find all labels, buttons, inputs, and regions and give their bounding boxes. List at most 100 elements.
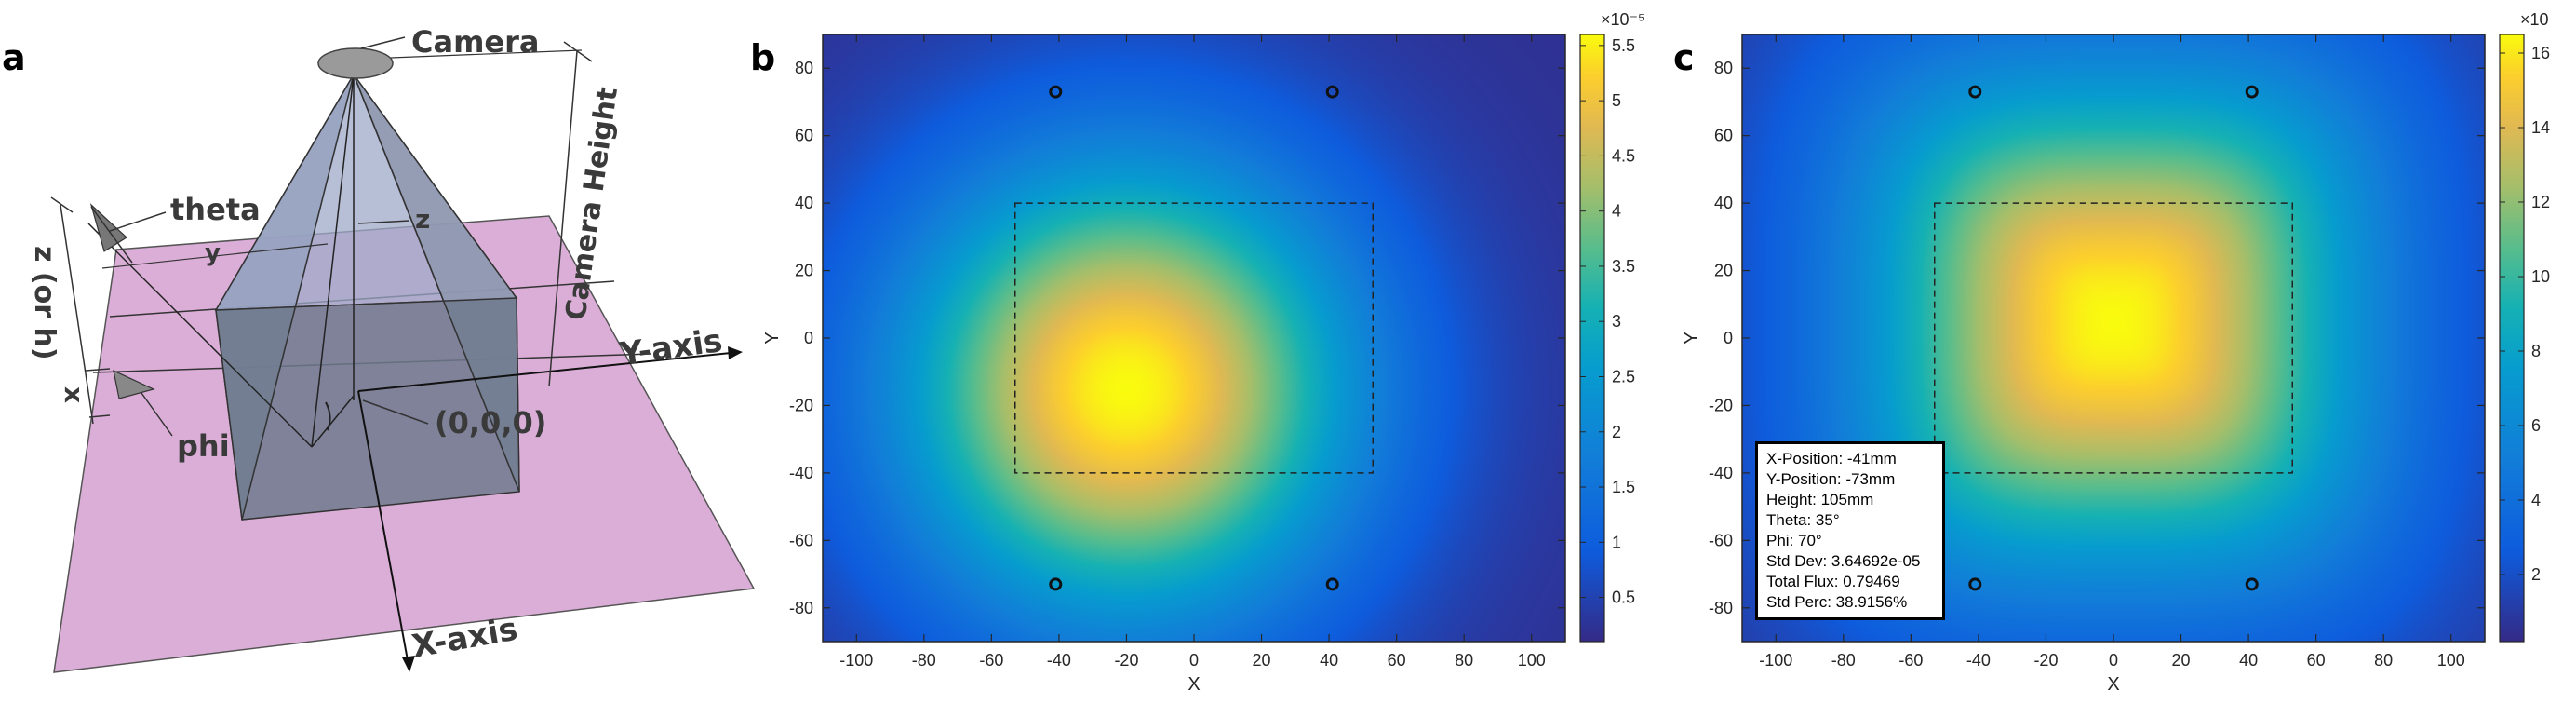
panel-label-b: b	[750, 37, 776, 78]
colorbar-tick-label: 12	[2531, 193, 2550, 211]
x-tick-label: 0	[2109, 651, 2118, 670]
info-std-dev: Std Dev: 3.64692e-05	[1766, 552, 1921, 570]
y-tick-label: -40	[789, 464, 813, 482]
y-tick-label: 40	[1714, 194, 1733, 212]
y-tick-label: -40	[1709, 464, 1733, 482]
x-tick-label: -60	[1898, 651, 1923, 670]
camera-ray	[311, 395, 355, 448]
pyramid-edge	[241, 74, 355, 521]
colorbar-exponent: ×10	[2520, 10, 2549, 29]
colorbar-tick-label: 4	[2531, 491, 2541, 509]
x-tick-label: 60	[1388, 651, 1406, 670]
x-tick-label: 60	[2307, 651, 2326, 670]
target-area-outline	[1014, 202, 1374, 474]
colorbar-tick-label: 2.5	[1612, 367, 1635, 386]
origin-leader	[362, 399, 429, 425]
led-marker	[1049, 577, 1063, 591]
x-measure-tick	[85, 368, 111, 372]
info-x-position: X-Position: -41mm	[1766, 450, 1897, 467]
panel-label-a: a	[2, 37, 26, 78]
colorbar-tick-label: 0.5	[1612, 589, 1635, 607]
y-tick-label: 60	[1714, 127, 1733, 145]
colorbar-tick-label: 4.5	[1612, 146, 1635, 165]
panel-label-c: c	[1673, 37, 1695, 78]
camera-leader	[360, 36, 406, 49]
y-tick-label: 0	[1724, 329, 1733, 347]
colorbar-b	[1580, 34, 1604, 642]
x-tick-label: 80	[1455, 651, 1473, 670]
colorbar-tick-label: 2	[2531, 565, 2541, 584]
x-axis-title: X	[1187, 674, 1200, 695]
camera-icon	[317, 47, 394, 79]
y-axis-title: Y	[762, 332, 783, 344]
x-tick-label: -40	[1966, 651, 1991, 670]
colorbar-tick-label: 3.5	[1612, 257, 1635, 276]
colorbar-exponent: ×10⁻⁵	[1601, 10, 1645, 29]
colorbar-tick-label: 5.5	[1612, 36, 1635, 55]
y-tick-label: 0	[804, 329, 813, 347]
led-marker	[2245, 577, 2259, 591]
x-tick-label: -80	[912, 651, 936, 670]
led-marker	[1968, 85, 1982, 99]
colorbar-tick-label: 1	[1612, 533, 1621, 551]
y-axis-arrow-icon	[728, 346, 743, 359]
geometry-diagram: Camera theta y z Camera Height z (or h) …	[28, 24, 756, 673]
y-tick-label: 20	[795, 262, 813, 280]
y-axis-title: Y	[1682, 332, 1702, 344]
camera-height-tick	[563, 41, 593, 62]
x-measure-tick	[88, 414, 111, 418]
x-tick-label: -100	[1759, 651, 1792, 670]
info-height: Height: 105mm	[1766, 491, 1874, 508]
y-tick-label: 80	[1714, 59, 1733, 77]
z-measure-tick	[50, 196, 74, 213]
x-tick-label: 20	[1253, 651, 1271, 670]
x-axis-line	[357, 390, 410, 671]
y-axis-line	[357, 351, 741, 392]
x-tick-label: -60	[979, 651, 1003, 670]
colorbar-frame-b	[1579, 34, 1605, 643]
z-or-h-label: z (or h)	[28, 246, 60, 360]
led-marker	[1049, 85, 1063, 99]
colorbar-tick-label: 2	[1612, 423, 1621, 441]
x-tick-label: -80	[1831, 651, 1856, 670]
led-marker	[1325, 577, 1339, 591]
colorbar-c	[2500, 34, 2524, 642]
camera-height-ref	[390, 49, 583, 59]
y-tick-label: 80	[795, 59, 813, 77]
x-axis-arrow-icon	[402, 656, 415, 672]
led-marker	[2245, 85, 2259, 99]
info-theta: Theta: 35°	[1766, 511, 1840, 529]
phi-label: phi	[177, 428, 230, 464]
theta-angle-icon	[89, 203, 127, 252]
origin-label: (0,0,0)	[435, 405, 546, 440]
x-tick-label: 100	[2437, 651, 2465, 670]
pyramid-edge	[353, 74, 520, 493]
camera-label: Camera	[411, 24, 540, 60]
info-total-flux: Total Flux: 0.79469	[1766, 573, 1900, 590]
x-label: x	[59, 386, 89, 403]
x-tick-label: -100	[839, 651, 873, 670]
colorbar-tick-label: 8	[2531, 342, 2541, 360]
target-area-outline	[1934, 202, 2293, 474]
colorbar-tick-label: 6	[2531, 416, 2541, 435]
phi-angle-icon	[113, 369, 155, 399]
colorbar-tick-label: 5	[1612, 91, 1621, 110]
x-tick-label: 40	[2239, 651, 2258, 670]
y-tick-label: -60	[1709, 531, 1733, 549]
heatmap-b	[823, 34, 1565, 642]
x-tick-label: 80	[2374, 651, 2393, 670]
info-y-position: Y-Position: -73mm	[1766, 470, 1896, 488]
x-tick-label: -20	[1114, 651, 1138, 670]
y-tick-label: -60	[789, 531, 813, 549]
theta-leader	[109, 211, 167, 232]
colorbar-tick-label: 1.5	[1612, 478, 1635, 496]
plot-frame-b	[822, 34, 1566, 643]
x-tick-label: -20	[2033, 651, 2058, 670]
led-marker	[1968, 577, 1982, 591]
z-leader	[357, 220, 410, 224]
x-tick-label: 100	[1518, 651, 1546, 670]
led-marker	[1325, 85, 1339, 99]
y-measure-line	[101, 243, 329, 269]
theta-label: theta	[170, 192, 261, 227]
